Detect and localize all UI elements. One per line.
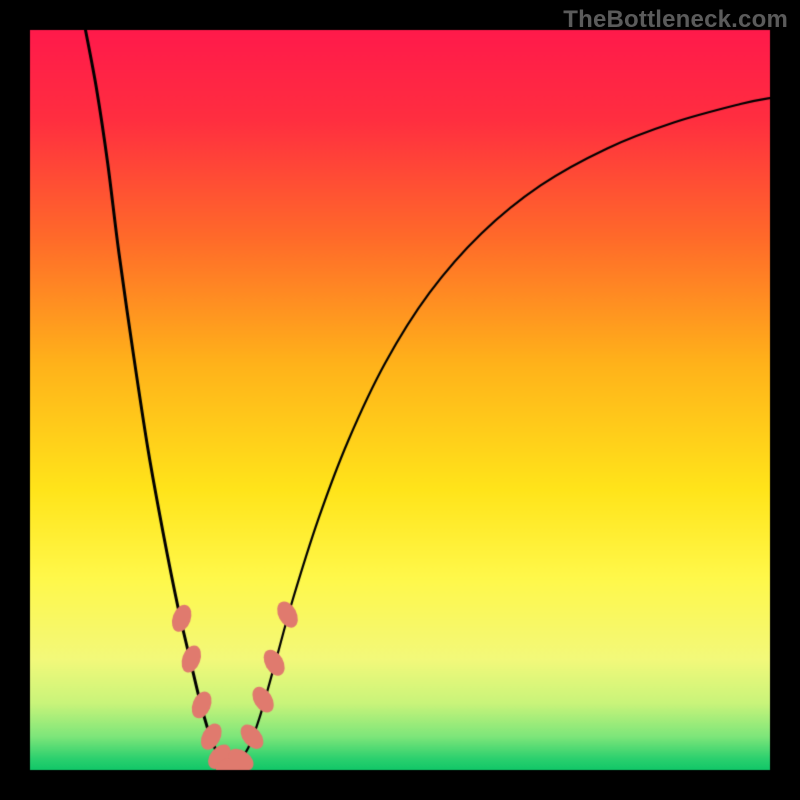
bottleneck-chart-canvas [0,0,800,800]
chart-stage: TheBottleneck.com [0,0,800,800]
watermark-text: TheBottleneck.com [563,6,788,34]
